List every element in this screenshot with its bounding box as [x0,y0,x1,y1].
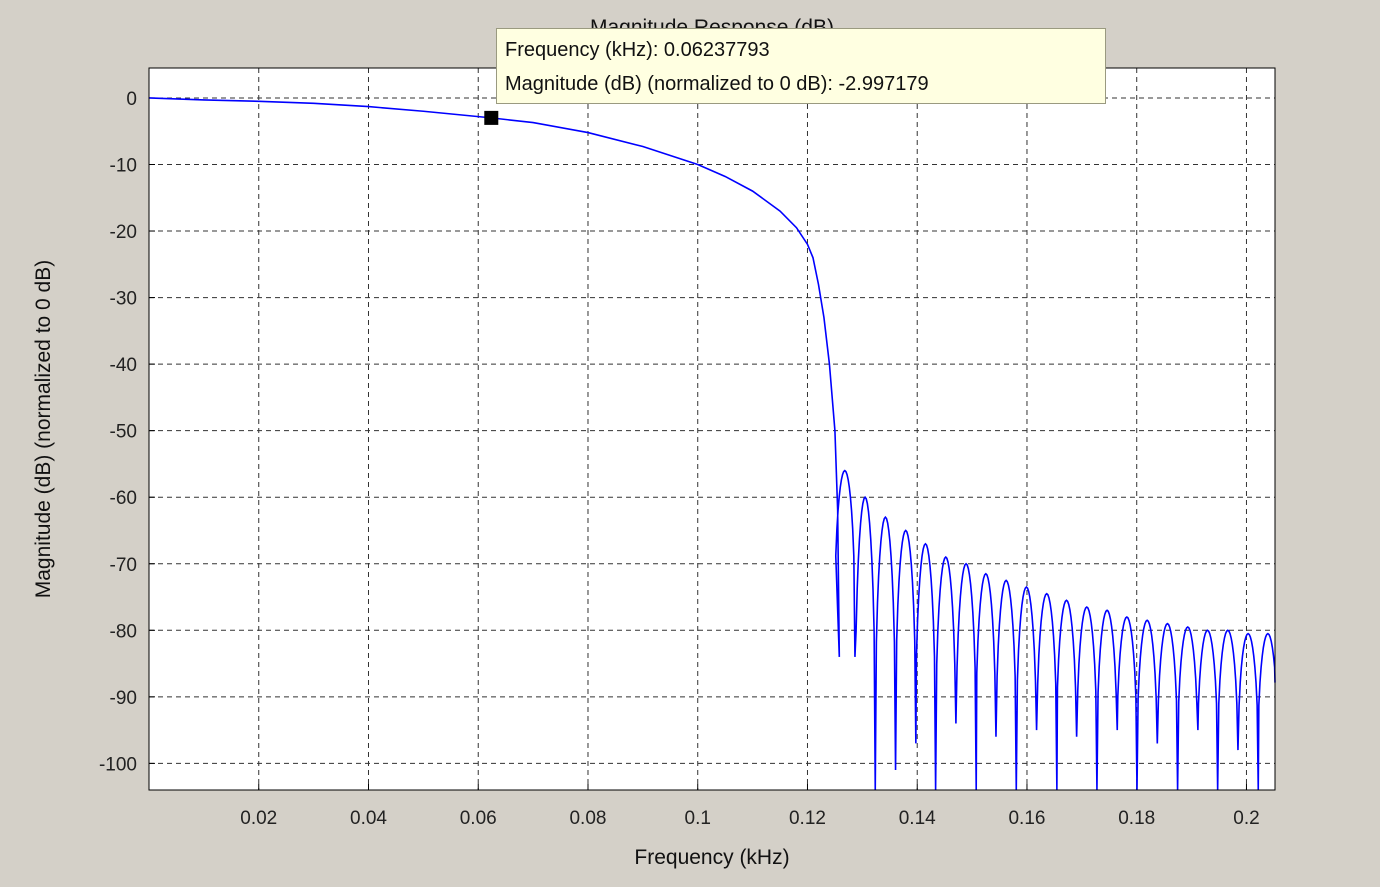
x-tick-label: 0.2 [1233,808,1259,829]
x-tick-label: 0.12 [789,808,826,829]
plot-series [148,97,1276,791]
data-tip: Frequency (kHz): 0.06237793 Magnitude (d… [496,28,1106,104]
y-tick-label: 0 [126,89,137,110]
y-tick-label: -50 [110,422,137,443]
y-tick-label: -80 [110,621,137,642]
y-tick-label: -10 [110,155,137,176]
data-tip-frequency: Frequency (kHz): 0.06237793 [505,39,770,61]
y-tick-label: -90 [110,688,137,709]
x-tick-label: 0.14 [899,808,936,829]
x-tick-label: 0.18 [1118,808,1155,829]
y-tick-label: -20 [110,222,137,243]
data-cursor-marker[interactable] [484,110,499,125]
y-tick-label: -70 [110,555,137,576]
y-tick-label: -60 [110,488,137,509]
y-tick-label: -40 [110,355,137,376]
x-tick-label: 0.16 [1008,808,1045,829]
magnitude-curve [148,97,1276,791]
x-tick-label: 0.02 [240,808,277,829]
y-tick-label: -100 [99,754,137,775]
y-tick-label: -30 [110,289,137,310]
x-tick-labels: 0.02 0.04 0.06 0.08 0.1 0.12 0.14 0.16 0.18 0.2 [240,808,1259,829]
x-axis-title: Frequency (kHz) [634,846,789,869]
x-tick-label: 0.1 [685,808,711,829]
x-tick-label: 0.04 [350,808,387,829]
x-tick-label: 0.06 [460,808,497,829]
data-tip-magnitude: Magnitude (dB) (normalized to 0 dB): -2.… [505,73,929,95]
y-axis-title: Magnitude (dB) (normalized to 0 dB) [32,260,55,599]
y-tick-labels: 0 -10 -20 -30 -40 -50 -60 -70 -80 -90 -100 [99,89,137,775]
plot-area[interactable] [148,67,1276,791]
x-tick-label: 0.08 [569,808,606,829]
